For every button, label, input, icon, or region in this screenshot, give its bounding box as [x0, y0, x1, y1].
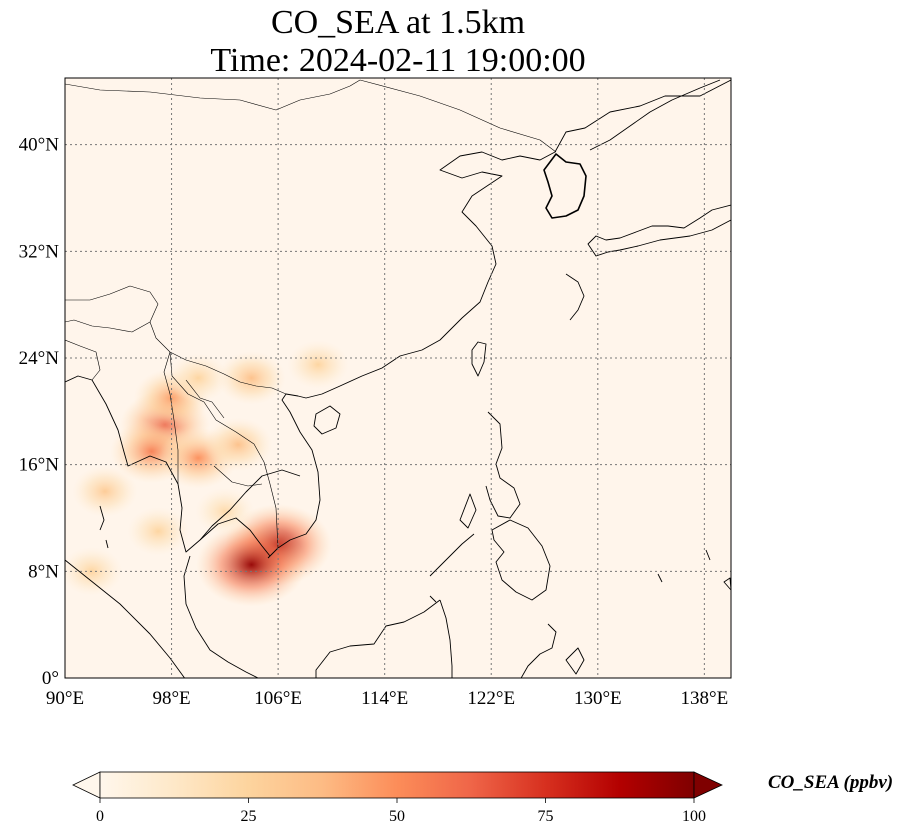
concentration-plume [287, 340, 349, 389]
lat-tick-label: 8°N [28, 561, 59, 582]
map-title: CO_SEA at 1.5km [270, 4, 526, 41]
lon-tick-label: 90°E [46, 688, 84, 709]
concentration-plume [167, 353, 229, 403]
colorbar-title: CO_SEA (ppbv) [768, 772, 893, 793]
colorbar-tick-label: 100 [682, 808, 706, 825]
colorbar: 0 25 50 75 100 CO_SEA (ppbv) [72, 771, 893, 825]
lon-tick-label: 106°E [254, 688, 302, 709]
gridlines [65, 78, 731, 678]
concentration-plume [72, 465, 138, 517]
concentration-plume [127, 507, 189, 556]
plot-frame [64, 77, 732, 679]
map-time-subtitle: Time: 2024-02-11 19:00:00 [210, 42, 586, 79]
colorbar-tick-label: 25 [241, 808, 257, 825]
lat-tick-label: 32°N [19, 241, 60, 262]
lon-tick-label: 122°E [467, 688, 515, 709]
lat-tick-label: 0° [42, 668, 59, 689]
coastlines-and-borders [65, 79, 731, 678]
lon-tick-label: 130°E [574, 688, 622, 709]
lat-tick-label: 16°N [19, 455, 60, 476]
lon-tick-label: 114°E [361, 688, 408, 709]
colorbar-gradient [99, 771, 695, 799]
map-axes: 90°E 98°E 106°E 114°E 122°E 130°E 138°E 0° 8°N 16… [19, 135, 729, 709]
concentration-plume [195, 487, 255, 535]
colorbar-extend-low [72, 771, 101, 799]
colorbar-tick-label: 75 [538, 808, 554, 825]
colorbar-tick-label: 0 [96, 808, 104, 825]
lon-tick-label: 98°E [152, 688, 190, 709]
concentration-plume [196, 522, 307, 607]
concentration-plume [203, 417, 273, 472]
colorbar-tick-label: 50 [389, 808, 405, 825]
lat-tick-label: 24°N [19, 348, 60, 369]
concentration-plume [217, 351, 286, 405]
lat-tick-label: 40°N [19, 135, 60, 156]
colorbar-extend-high [693, 771, 723, 799]
lon-tick-label: 138°E [681, 688, 729, 709]
concentration-plume [65, 547, 123, 596]
